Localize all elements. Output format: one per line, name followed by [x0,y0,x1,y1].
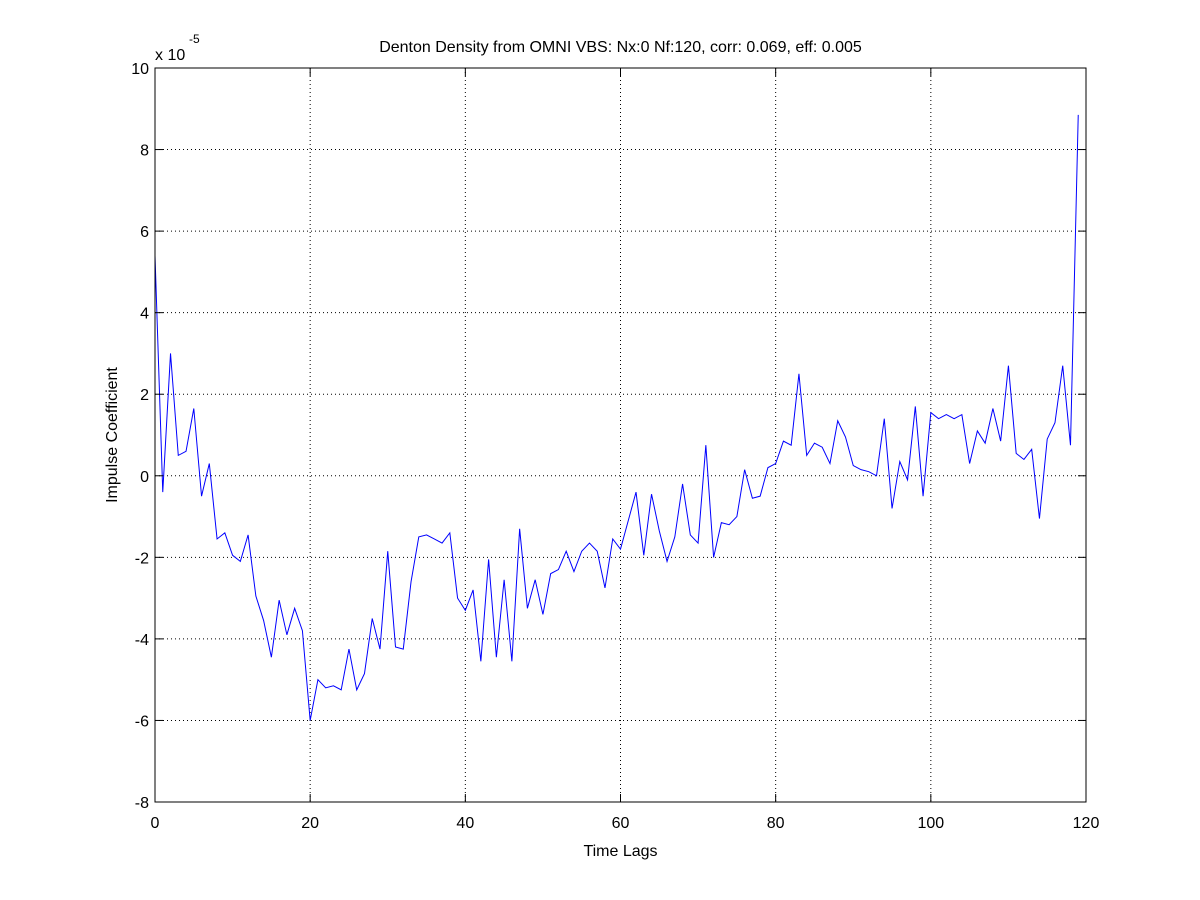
axis-ticks: 0 20 40 60 80 100 120 -8 -6 -4 -2 0 2 4 6 8 10 [131,61,1099,832]
x-tick-label: 40 [456,815,474,832]
x-tick-label: 100 [917,815,944,832]
y-tick-label: -4 [135,632,149,649]
x-tick-label: 80 [767,815,785,832]
y-tick-label: 6 [140,224,149,241]
y-tick-label: 8 [140,143,149,160]
series-line [154,114,1079,721]
x-tick-label: 0 [151,815,160,832]
plot-area [155,68,1086,802]
y-tick-label: 10 [131,61,149,78]
y-tick-label: 4 [140,306,149,323]
y-tick-label: -6 [135,713,149,730]
y-tick-label: 0 [140,469,149,486]
y-tick-label: -2 [135,550,149,567]
x-axis-label: Time Lags [583,843,657,860]
series-group [154,114,1079,721]
y-exponent-label: x 10 [155,47,185,64]
chart-title: Denton Density from OMNI VBS: Nx:0 Nf:12… [379,39,862,56]
y-tick-label: -8 [135,795,149,812]
x-tick-label: 20 [301,815,319,832]
y-exponent-power: -5 [189,32,200,46]
x-tick-label: 120 [1073,815,1100,832]
y-tick-label: 2 [140,387,149,404]
y-axis-label: Impulse Coefficient [104,367,121,503]
x-tick-label: 60 [612,815,630,832]
